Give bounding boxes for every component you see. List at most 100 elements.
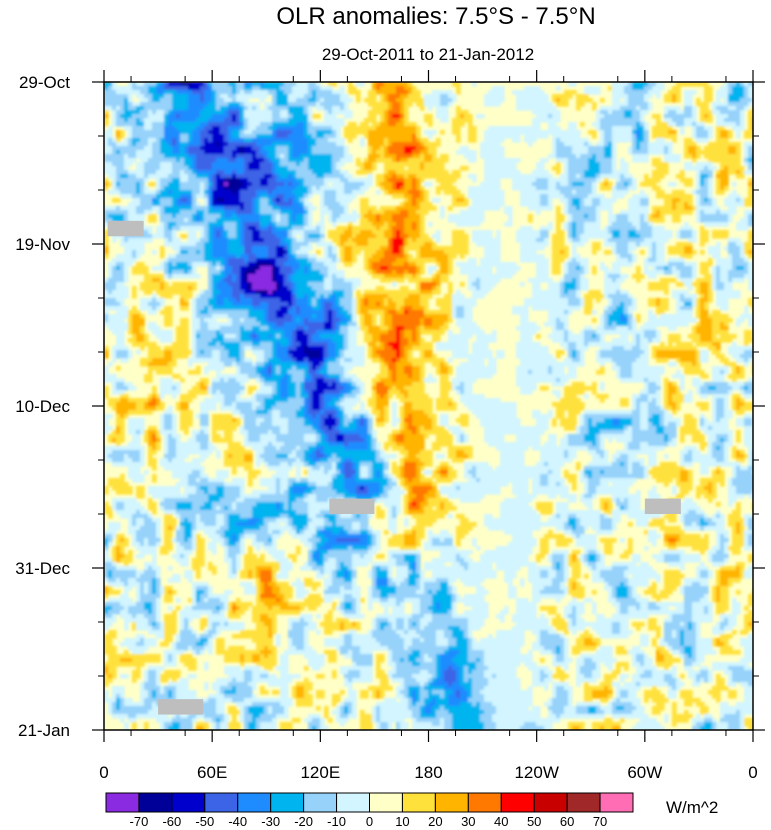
heatmap-cell bbox=[360, 138, 365, 143]
heatmap-cell bbox=[272, 178, 277, 183]
heatmap-cell bbox=[192, 98, 197, 103]
heatmap-cell bbox=[580, 226, 585, 231]
heatmap-cell bbox=[624, 122, 629, 127]
heatmap-cell bbox=[188, 138, 193, 143]
heatmap-cell bbox=[208, 218, 213, 223]
heatmap-cell bbox=[380, 206, 385, 211]
heatmap-cell bbox=[696, 122, 701, 127]
heatmap-cell bbox=[664, 234, 669, 239]
heatmap-cell bbox=[748, 82, 753, 87]
heatmap-cell bbox=[200, 138, 205, 143]
heatmap-cell bbox=[324, 194, 329, 199]
heatmap-cell bbox=[544, 130, 549, 135]
heatmap-cell bbox=[332, 130, 337, 135]
heatmap-cell bbox=[156, 210, 161, 215]
heatmap-cell bbox=[592, 90, 597, 95]
heatmap-cell bbox=[232, 202, 237, 207]
heatmap-cell bbox=[592, 174, 597, 179]
heatmap-cell bbox=[484, 146, 489, 151]
heatmap-cell bbox=[636, 102, 641, 107]
heatmap-cell bbox=[508, 158, 513, 163]
heatmap-cell bbox=[584, 178, 589, 183]
heatmap-cell bbox=[360, 214, 365, 219]
heatmap-cell bbox=[296, 166, 301, 171]
heatmap-cell bbox=[704, 178, 709, 183]
heatmap-cell bbox=[212, 222, 217, 227]
heatmap-cell bbox=[344, 170, 349, 175]
heatmap-cell bbox=[496, 202, 501, 207]
heatmap-cell bbox=[172, 178, 177, 183]
heatmap-cell bbox=[668, 202, 673, 207]
heatmap-cell bbox=[152, 170, 157, 175]
heatmap-cell bbox=[428, 102, 433, 107]
heatmap-cell bbox=[512, 178, 517, 183]
heatmap-cell bbox=[628, 186, 633, 191]
heatmap-cell bbox=[248, 158, 253, 163]
heatmap-cell bbox=[168, 158, 173, 163]
heatmap-cell bbox=[448, 186, 453, 191]
heatmap-cell bbox=[708, 118, 713, 123]
heatmap-cell bbox=[596, 126, 601, 131]
heatmap-cell bbox=[400, 230, 405, 235]
heatmap-cell bbox=[300, 158, 305, 163]
heatmap-cell bbox=[276, 142, 281, 147]
heatmap-cell bbox=[208, 106, 213, 111]
heatmap-cell bbox=[208, 206, 213, 211]
heatmap-cell bbox=[240, 122, 245, 127]
heatmap-cell bbox=[380, 182, 385, 187]
heatmap-cell bbox=[560, 142, 565, 147]
heatmap-cell bbox=[556, 86, 561, 91]
heatmap-cell bbox=[660, 170, 665, 175]
heatmap-cell bbox=[628, 202, 633, 207]
heatmap-cell bbox=[588, 158, 593, 163]
heatmap-cell bbox=[688, 210, 693, 215]
heatmap-cell bbox=[512, 134, 517, 139]
heatmap-cell bbox=[748, 190, 753, 195]
heatmap-cell bbox=[732, 106, 737, 111]
heatmap-cell bbox=[688, 98, 693, 103]
heatmap-cell bbox=[148, 86, 153, 91]
heatmap-cell bbox=[108, 150, 113, 155]
heatmap-cell bbox=[228, 138, 233, 143]
heatmap-cell bbox=[308, 238, 313, 243]
heatmap-cell bbox=[444, 90, 449, 95]
heatmap-cell bbox=[308, 162, 313, 167]
heatmap-cell bbox=[112, 174, 117, 179]
heatmap-cell bbox=[256, 190, 261, 195]
heatmap-cell bbox=[740, 166, 745, 171]
heatmap-cell bbox=[544, 194, 549, 199]
heatmap-cell bbox=[588, 218, 593, 223]
heatmap-cell bbox=[124, 90, 129, 95]
heatmap-cell bbox=[320, 178, 325, 183]
heatmap-cell bbox=[152, 146, 157, 151]
heatmap-cell bbox=[252, 222, 257, 227]
heatmap-cell bbox=[316, 102, 321, 107]
heatmap-cell bbox=[628, 146, 633, 151]
heatmap-cell bbox=[116, 198, 121, 203]
heatmap-cell bbox=[216, 186, 221, 191]
heatmap-cell bbox=[356, 162, 361, 167]
heatmap-cell bbox=[380, 82, 385, 87]
heatmap-cell bbox=[204, 118, 209, 123]
heatmap-cell bbox=[724, 182, 729, 187]
heatmap-cell bbox=[372, 122, 377, 127]
heatmap-cell bbox=[112, 238, 117, 243]
heatmap-cell bbox=[192, 82, 197, 87]
heatmap-cell bbox=[568, 182, 573, 187]
heatmap-cell bbox=[212, 110, 217, 115]
heatmap-cell bbox=[676, 122, 681, 127]
heatmap-cell bbox=[108, 158, 113, 163]
heatmap-cell bbox=[484, 162, 489, 167]
heatmap-cell bbox=[736, 158, 741, 163]
heatmap-cell bbox=[528, 198, 533, 203]
heatmap-cell bbox=[396, 222, 401, 227]
heatmap-cell bbox=[152, 234, 157, 239]
heatmap-cell bbox=[172, 194, 177, 199]
heatmap-cell bbox=[720, 142, 725, 147]
heatmap-cell bbox=[200, 178, 205, 183]
heatmap-cell bbox=[608, 118, 613, 123]
heatmap-cell bbox=[344, 234, 349, 239]
heatmap-cell bbox=[700, 178, 705, 183]
heatmap-cell bbox=[732, 142, 737, 147]
heatmap-cell bbox=[304, 178, 309, 183]
